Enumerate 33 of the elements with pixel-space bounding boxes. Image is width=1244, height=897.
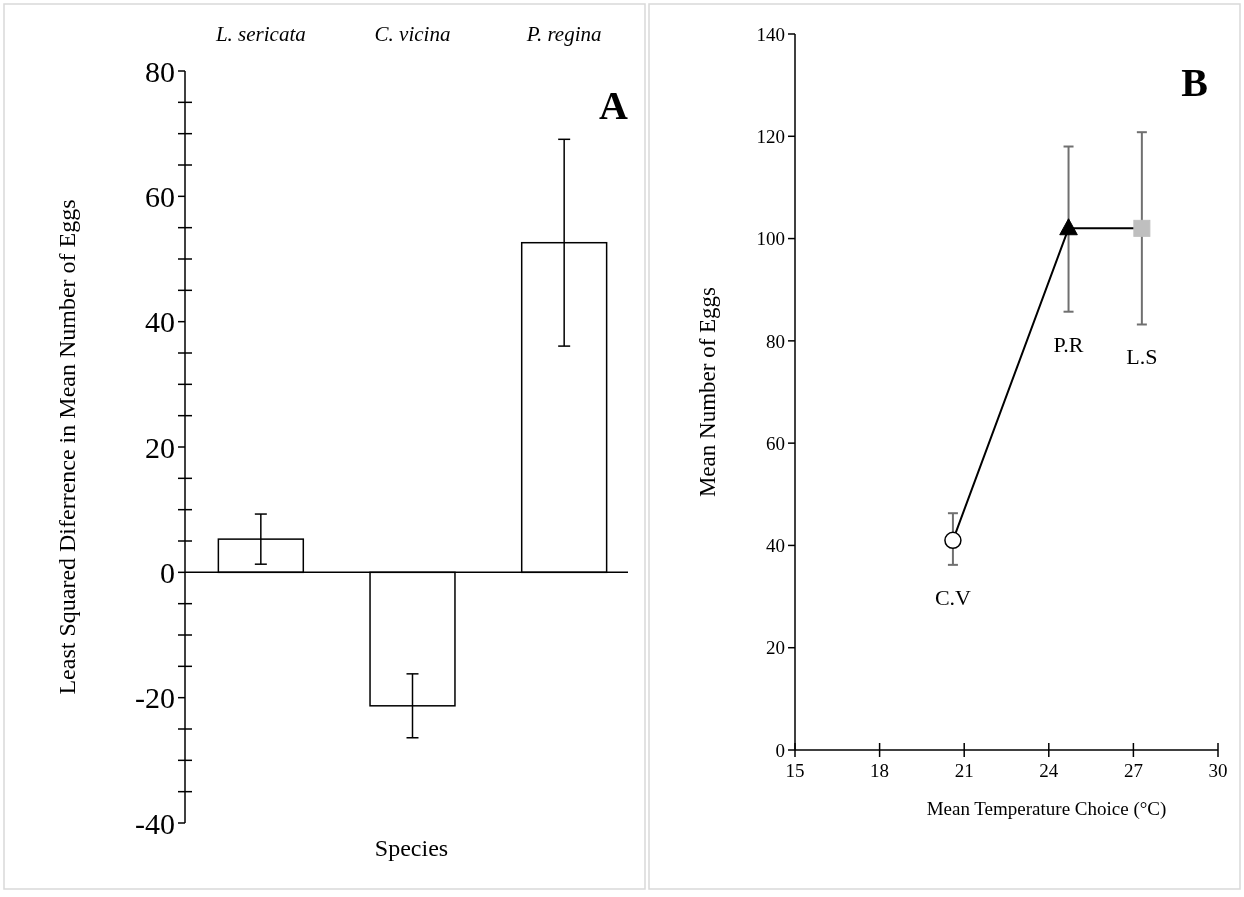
y-tick-label: 20 [766, 637, 785, 659]
y-tick-label: 60 [766, 432, 785, 454]
x-tick-label: C. vicina [374, 22, 451, 46]
x-tick-label: 30 [1208, 760, 1228, 781]
y-tick-label: 140 [756, 23, 785, 45]
y-tick-label: 80 [766, 330, 785, 352]
y-tick-label: 40 [145, 305, 175, 339]
y-tick-label: 0 [775, 739, 785, 761]
y-axis-title: Least Squared Diferrence in Mean Number of Eggs [54, 199, 80, 695]
x-tick-label: 24 [1039, 760, 1059, 781]
y-tick-label: 0 [160, 555, 175, 589]
y-tick-label: 60 [145, 179, 175, 213]
annotation: B [1181, 60, 1208, 105]
x-tick-label: L. sericata [214, 22, 306, 46]
x-axis-title: Mean Temperature Choice (°C) [926, 798, 1167, 820]
x-tick-label: 27 [1123, 760, 1143, 781]
y-tick-label: 100 [756, 228, 785, 250]
y-tick-label: 120 [756, 125, 785, 147]
x-tick-label: P. regina [525, 22, 602, 46]
y-axis-title: Mean Number of Eggs [695, 286, 720, 498]
y-tick-label: 20 [145, 430, 175, 464]
y-tick-label: -20 [135, 681, 175, 715]
y-tick-label: -40 [135, 806, 175, 840]
text: L.S [1126, 344, 1158, 370]
y-tick-label: 40 [766, 535, 785, 557]
annotation: A [599, 83, 629, 128]
series-label: C.V [934, 584, 972, 610]
x-tick-label: 15 [785, 760, 805, 781]
text: P.R [1053, 331, 1084, 357]
x-tick-label: 18 [870, 760, 890, 781]
y-tick-label: 80 [145, 54, 175, 88]
x-tick-label: 21 [954, 760, 974, 781]
x-axis-title: Species [374, 835, 449, 861]
